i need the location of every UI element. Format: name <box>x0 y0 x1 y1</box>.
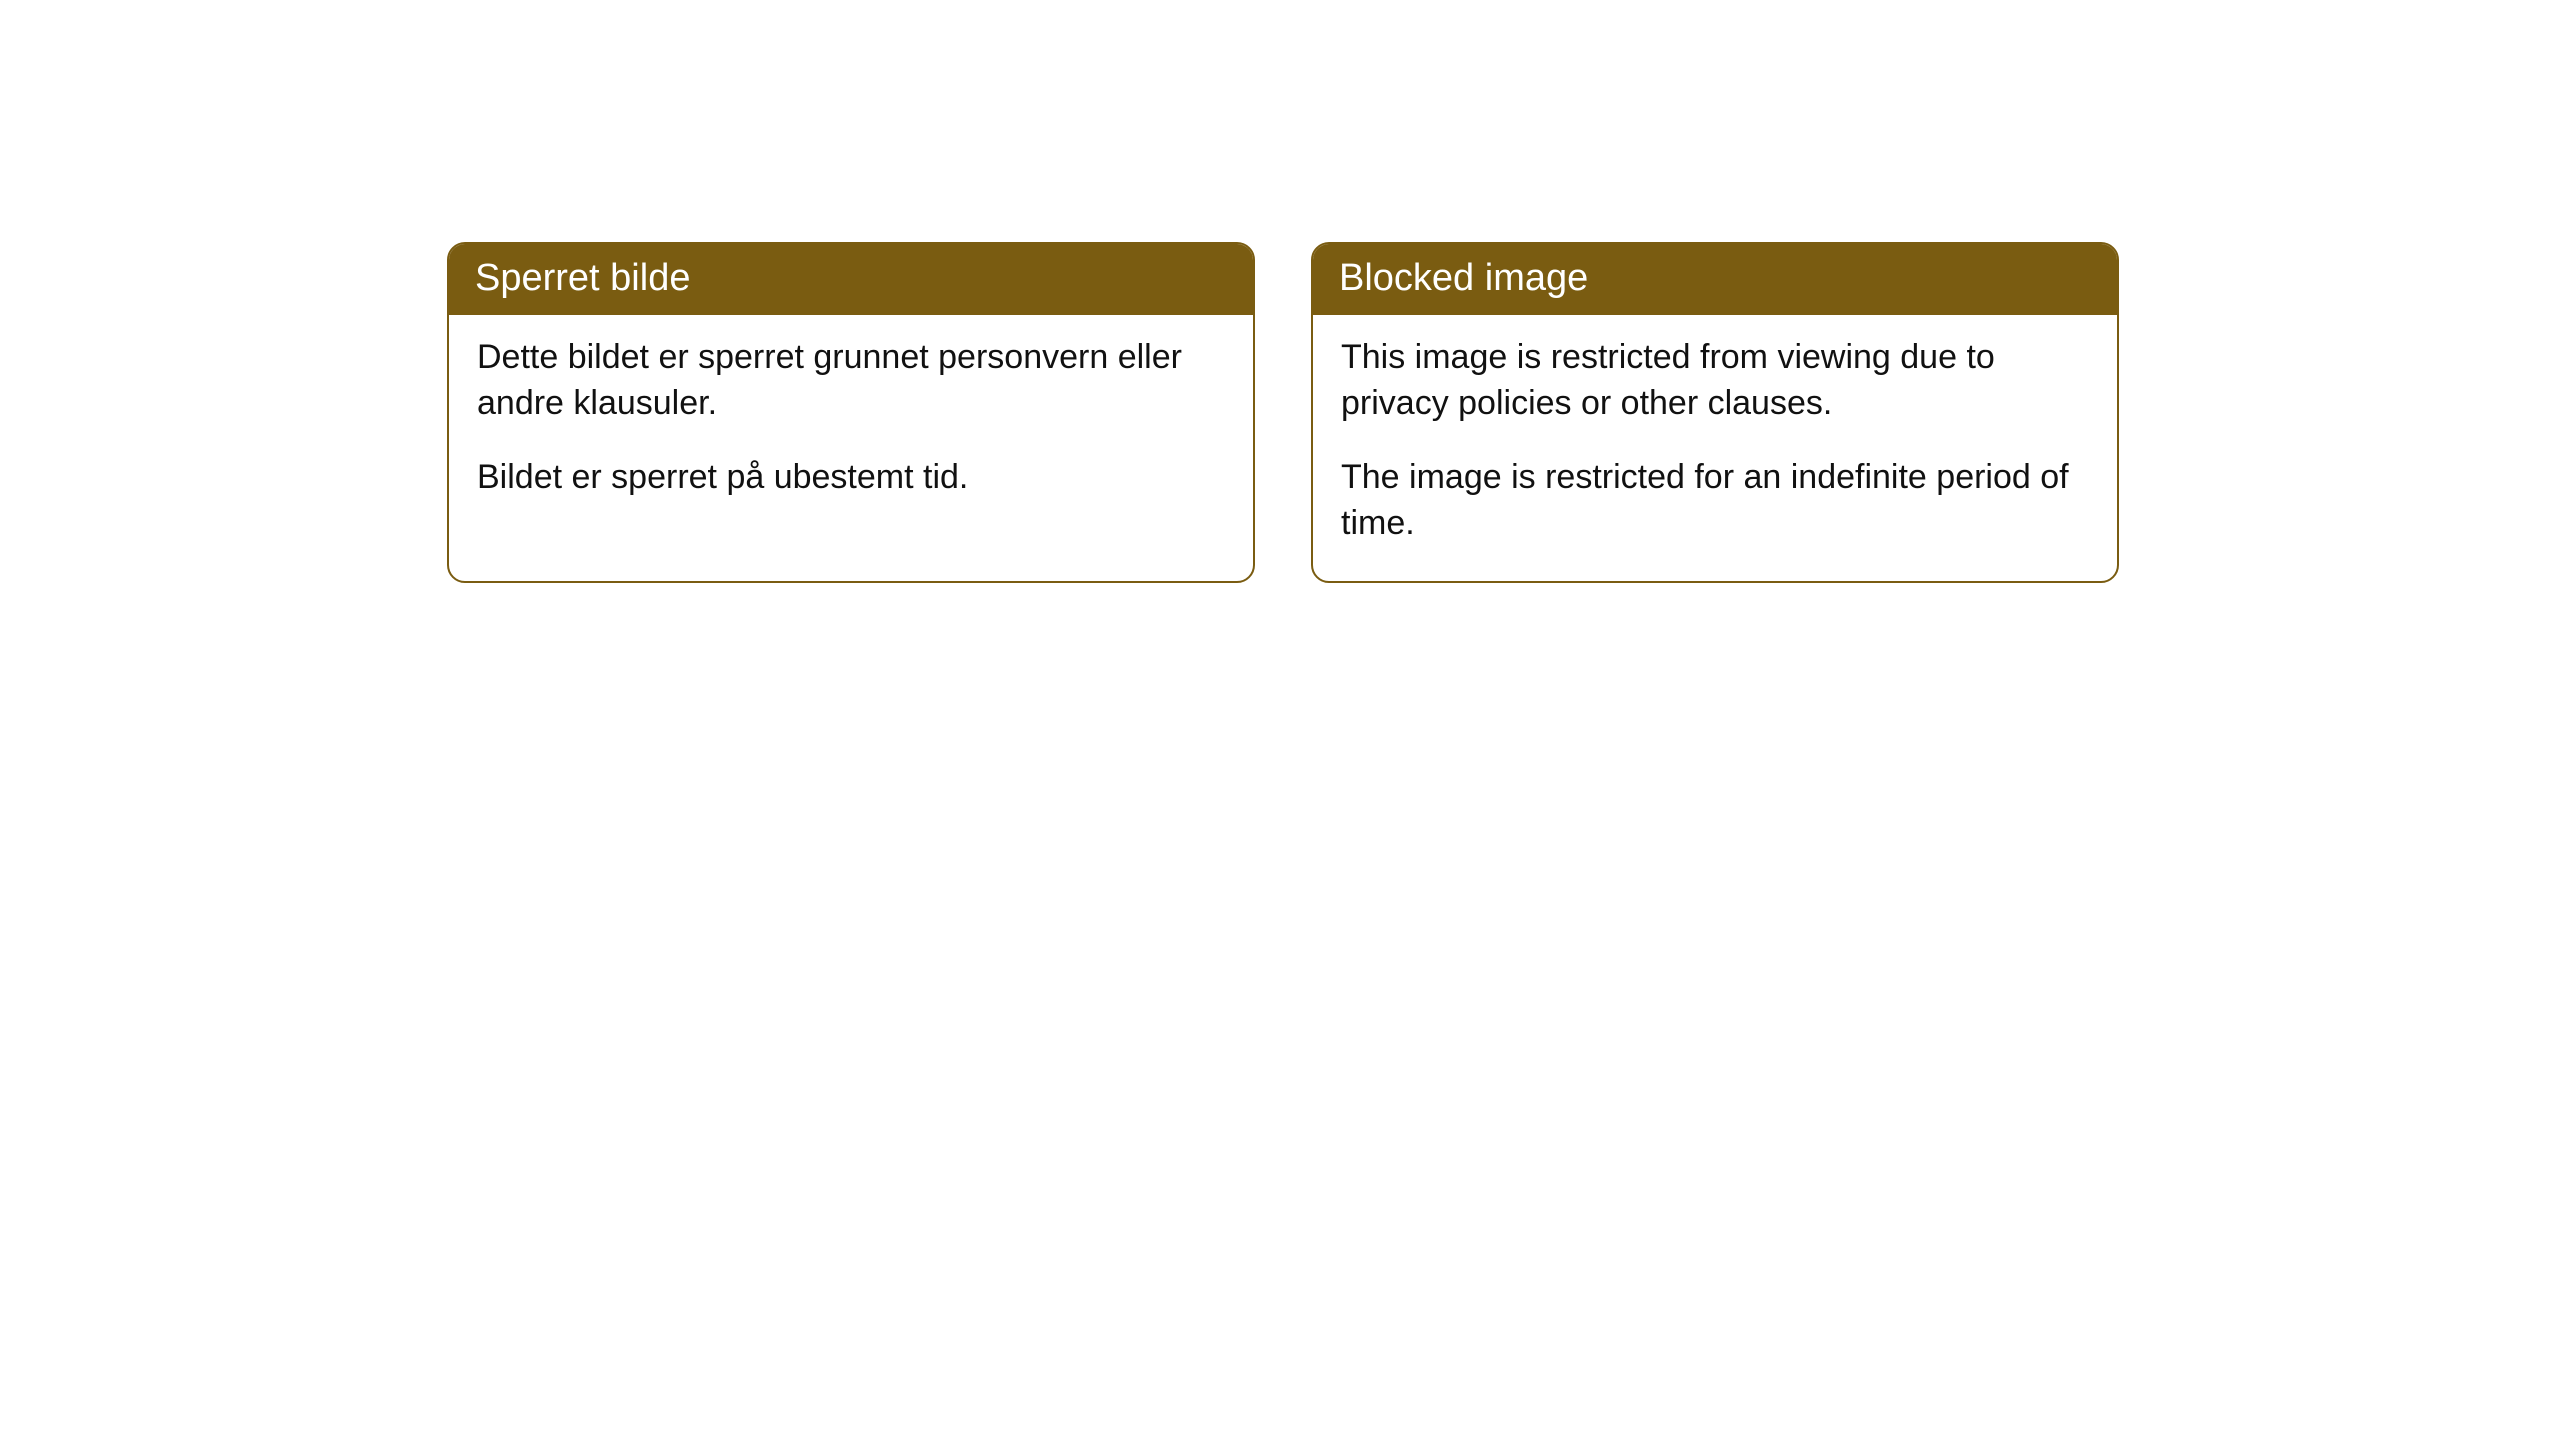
card-header: Sperret bilde <box>449 244 1253 315</box>
card-paragraph: Bildet er sperret på ubestemt tid. <box>477 455 1225 501</box>
notice-card-norwegian: Sperret bilde Dette bildet er sperret gr… <box>447 242 1255 583</box>
card-body: This image is restricted from viewing du… <box>1313 315 2117 581</box>
card-paragraph: The image is restricted for an indefinit… <box>1341 455 2089 547</box>
notice-card-english: Blocked image This image is restricted f… <box>1311 242 2119 583</box>
card-body: Dette bildet er sperret grunnet personve… <box>449 315 1253 535</box>
card-paragraph: Dette bildet er sperret grunnet personve… <box>477 335 1225 427</box>
card-paragraph: This image is restricted from viewing du… <box>1341 335 2089 427</box>
cards-container: Sperret bilde Dette bildet er sperret gr… <box>447 242 2119 583</box>
card-header: Blocked image <box>1313 244 2117 315</box>
